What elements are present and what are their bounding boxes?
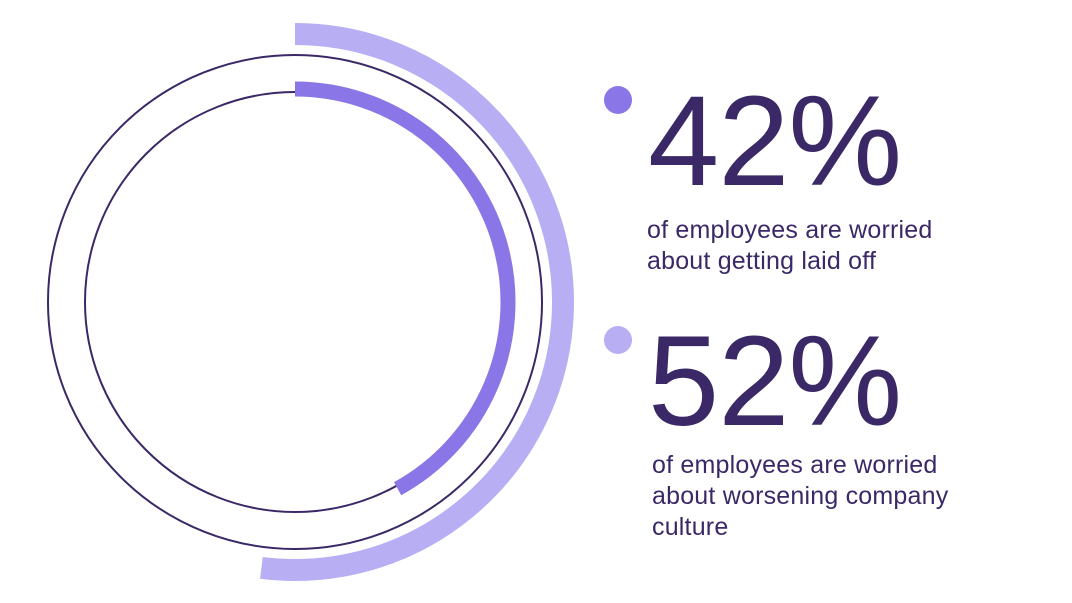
arc-52-percent — [260, 23, 574, 581]
stat-description-layoffs: of employees are worried about getting l… — [647, 215, 933, 277]
legend-dot-42 — [604, 86, 632, 114]
stat-description-line: about getting laid off — [647, 247, 877, 275]
stat-description-line: of employees are worried — [652, 451, 938, 479]
stat-value-52: 52% — [648, 310, 902, 453]
stat-description-line: about worsening company — [652, 482, 949, 510]
stat-value-42: 42% — [648, 70, 902, 213]
stat-description-culture: of employees are worried about worsening… — [652, 450, 948, 543]
outer-ring-outline — [47, 54, 543, 550]
radial-progress-chart — [47, 23, 574, 581]
stat-description-line: culture — [652, 513, 729, 541]
legend-dot-52 — [604, 326, 632, 354]
arc-42-percent — [294, 81, 516, 496]
stat-description-line: of employees are worried — [647, 216, 933, 244]
